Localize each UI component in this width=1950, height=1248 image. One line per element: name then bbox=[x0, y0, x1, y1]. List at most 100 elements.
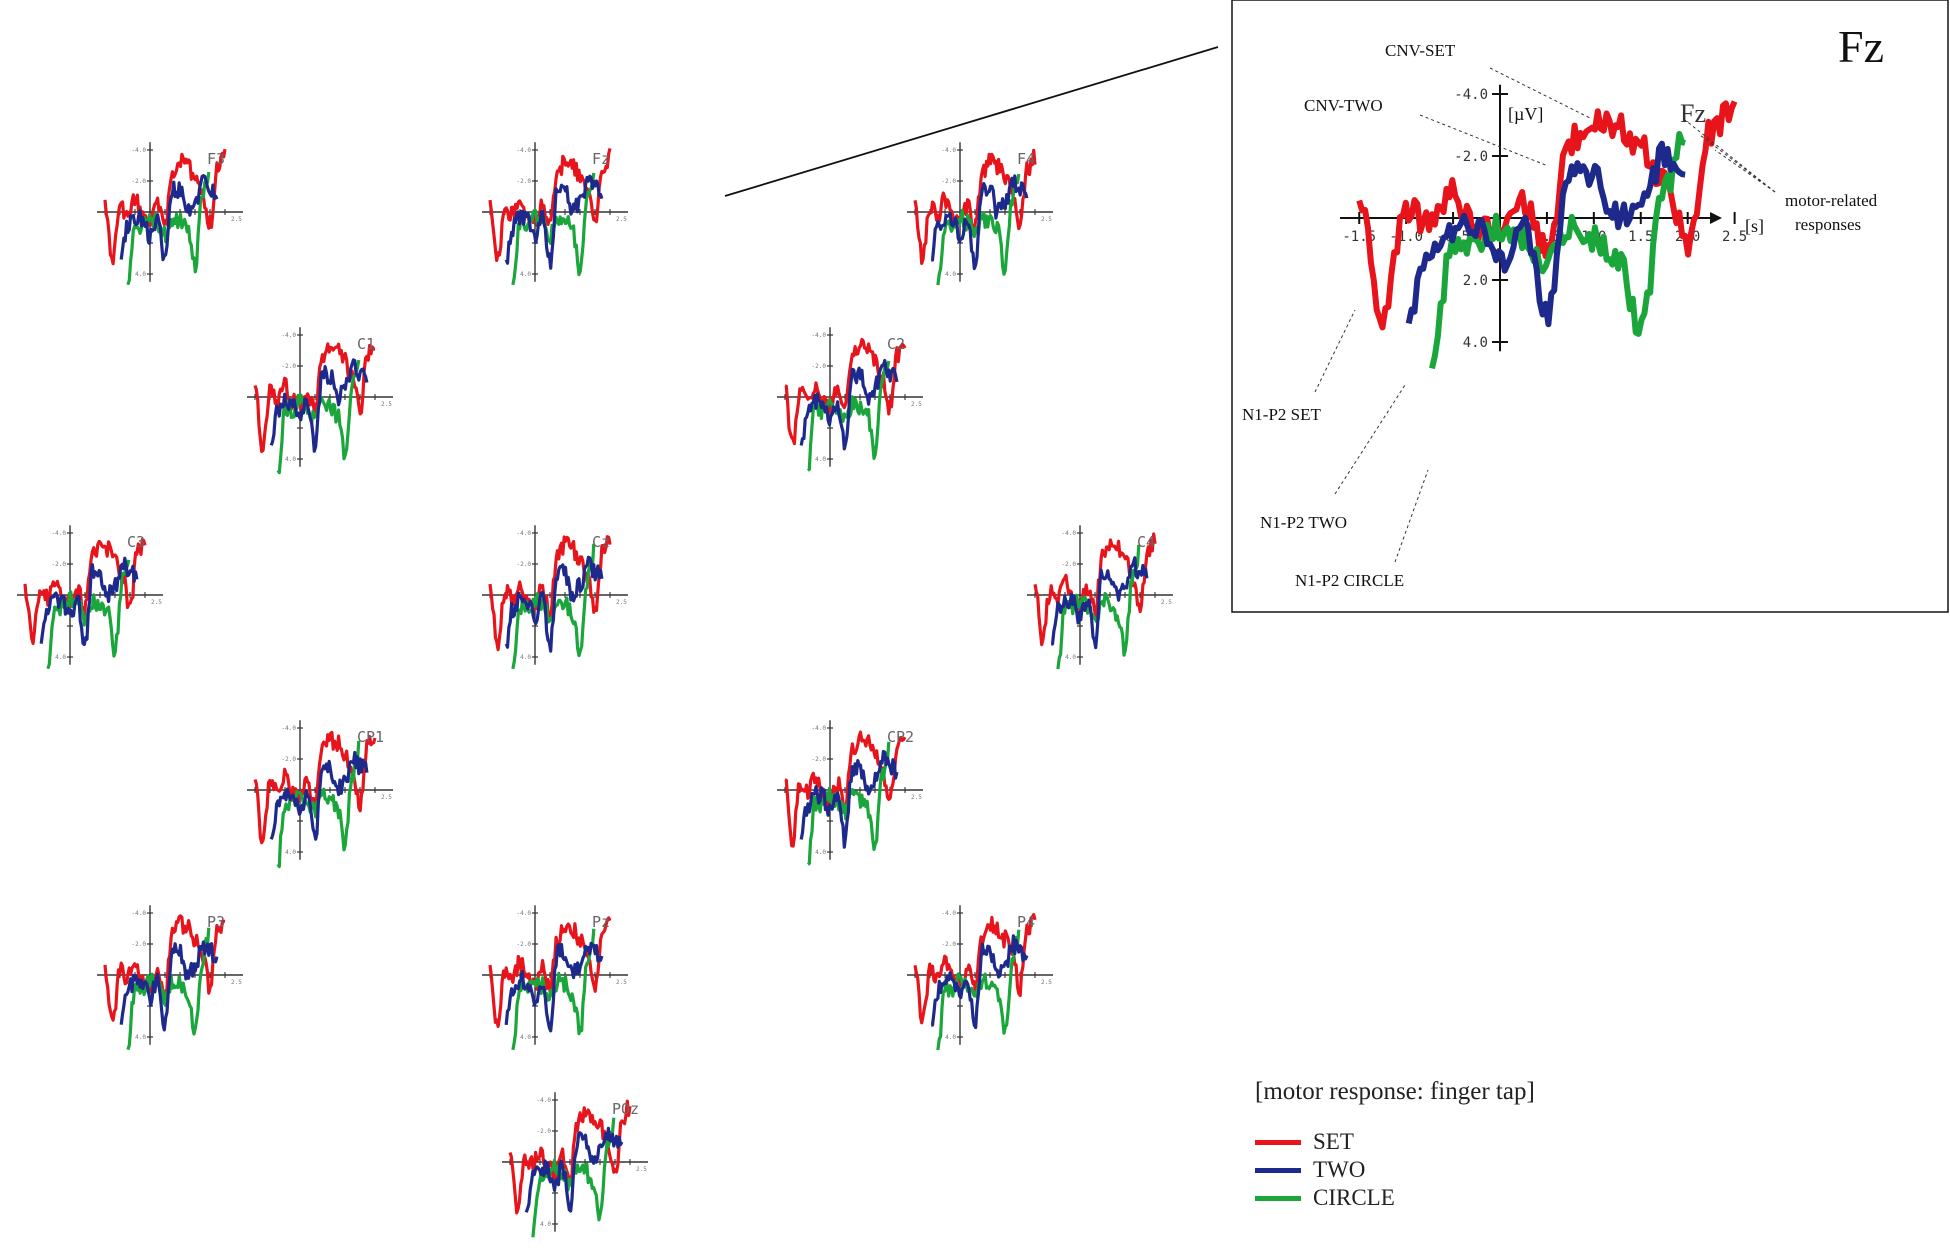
series-line-set bbox=[103, 148, 227, 266]
panel-cp1: -4.0 -2.0 4.0 2.5 CP1 bbox=[247, 720, 393, 869]
y-tick-label: -2.0 bbox=[537, 1128, 552, 1135]
series-line-two bbox=[39, 556, 139, 647]
panel-p4: -4.0 -2.0 4.0 2.5 P4 bbox=[907, 905, 1053, 1051]
x-tick-label: 2.5 bbox=[381, 794, 392, 801]
x-tick-label: 2.5 bbox=[1041, 979, 1052, 986]
legend-label-set: SET bbox=[1313, 1129, 1354, 1154]
y-tick-label: -2.0 bbox=[1062, 561, 1077, 568]
x-tick-label: 2.5 bbox=[381, 401, 392, 408]
inset-fz: Fz-4.0-2.02.04.0-1.5 -1.0 -0.5 0.5 1.0 1.5 2.0… bbox=[1231, 0, 1949, 613]
electrode-label: C4 bbox=[1137, 533, 1155, 551]
panel-poz: -4.0 -2.0 4.0 2.5 POz bbox=[502, 1092, 648, 1238]
panel-c4: -4.0 -2.0 4.0 2.5 C4 bbox=[1027, 525, 1173, 670]
x-tick-label: 2.5 bbox=[1161, 599, 1172, 606]
inset-y-tick-label: -2.0 bbox=[1454, 149, 1488, 165]
y-tick-label: 4.0 bbox=[520, 654, 531, 661]
y-tick-label: -4.0 bbox=[812, 725, 827, 732]
inset-y-tick-label: 4.0 bbox=[1463, 335, 1488, 351]
annotation-label: CNV-TWO bbox=[1304, 96, 1383, 115]
series-line-set bbox=[508, 1099, 632, 1215]
panel-pz: -4.0 -2.0 4.0 2.5 Pz bbox=[482, 905, 628, 1051]
inset-series-line-set bbox=[1356, 100, 1738, 331]
y-tick-label: 4.0 bbox=[1065, 654, 1076, 661]
x-tick-label: 2.5 bbox=[616, 979, 627, 986]
series-line-set bbox=[253, 342, 376, 454]
panel-f3: -4.0 -2.0 4.0 2.5 F3 bbox=[97, 142, 243, 286]
y-tick-label: -4.0 bbox=[537, 1097, 552, 1104]
annotation-leader bbox=[1489, 67, 1591, 119]
y-tick-label: 4.0 bbox=[815, 849, 826, 856]
y-tick-label: -4.0 bbox=[132, 147, 147, 154]
electrode-label: CP2 bbox=[887, 728, 914, 746]
electrode-label: POz bbox=[612, 1100, 639, 1118]
series-line-two bbox=[1050, 556, 1149, 650]
series-line-two bbox=[799, 749, 899, 849]
x-tick-label: 2.5 bbox=[231, 216, 242, 223]
x-tick-label: 2.5 bbox=[231, 979, 242, 986]
annotation-label: responses bbox=[1795, 215, 1861, 234]
y-tick-label: -4.0 bbox=[942, 910, 957, 917]
y-tick-label: 4.0 bbox=[540, 1221, 551, 1228]
x-tick-label: 2.5 bbox=[616, 599, 627, 606]
inset-x-tick-label: 2.5 bbox=[1722, 229, 1747, 245]
y-tick-label: -2.0 bbox=[942, 941, 957, 948]
annotation-leader bbox=[1419, 114, 1549, 167]
inset-y-unit: [µV] bbox=[1508, 104, 1543, 124]
legend-label-two: TWO bbox=[1313, 1157, 1366, 1182]
y-tick-label: 4.0 bbox=[520, 1034, 531, 1041]
y-tick-label: -2.0 bbox=[132, 178, 147, 185]
y-tick-label: -2.0 bbox=[52, 561, 67, 568]
y-tick-label: -2.0 bbox=[282, 363, 297, 370]
series-line-two bbox=[504, 174, 604, 270]
series-line-set bbox=[784, 337, 907, 446]
x-tick-label: 2.5 bbox=[1041, 216, 1052, 223]
series-line-two bbox=[119, 940, 219, 1032]
legend-swatch-set bbox=[1255, 1139, 1301, 1145]
panel-c3: -4.0 -2.0 4.0 2.5 C3 bbox=[17, 525, 163, 670]
series-line-two bbox=[930, 934, 1029, 1030]
panel-cp2: -4.0 -2.0 4.0 2.5 CP2 bbox=[777, 720, 923, 866]
zoom-connector bbox=[724, 46, 1219, 197]
series-line-set bbox=[1033, 532, 1157, 647]
x-tick-label: 2.5 bbox=[911, 401, 922, 408]
electrode-label: F4 bbox=[1017, 150, 1035, 168]
y-tick-label: 4.0 bbox=[945, 1034, 956, 1041]
series-line-two bbox=[504, 555, 604, 653]
y-tick-label: -4.0 bbox=[517, 530, 532, 537]
x-tick-label: 2.5 bbox=[636, 1166, 647, 1173]
panel-fz: -4.0 -2.0 4.0 2.5 Fz bbox=[482, 142, 628, 286]
y-tick-label: 4.0 bbox=[135, 1034, 146, 1041]
legend-swatch-two bbox=[1255, 1167, 1301, 1173]
inset-title: Fz bbox=[1838, 21, 1884, 72]
y-tick-label: -4.0 bbox=[282, 332, 297, 339]
y-tick-label: -4.0 bbox=[1062, 530, 1077, 537]
series-line-set bbox=[913, 148, 1037, 265]
y-tick-label: -4.0 bbox=[282, 725, 297, 732]
x-tick-label: 2.5 bbox=[151, 599, 162, 606]
inset-y-tick-label: -4.0 bbox=[1454, 87, 1488, 103]
electrode-label: P3 bbox=[207, 913, 225, 931]
annotation-leader bbox=[1714, 149, 1776, 193]
annotation-label: N1-P2 SET bbox=[1242, 405, 1321, 424]
electrode-label: F3 bbox=[207, 150, 225, 168]
electrode-label: C2 bbox=[887, 335, 905, 353]
y-tick-label: -2.0 bbox=[517, 561, 532, 568]
x-tick-label: 2.5 bbox=[911, 794, 922, 801]
legend-item-circle: CIRCLE bbox=[1255, 1184, 1535, 1212]
annotation-leader bbox=[1394, 469, 1429, 563]
inset-x-tick-label: 1.5 bbox=[1628, 229, 1653, 245]
series-line-two bbox=[524, 1126, 624, 1213]
legend: [motor response: finger tap] SET TWO CIR… bbox=[1255, 1078, 1535, 1212]
y-tick-label: -4.0 bbox=[517, 910, 532, 917]
panel-c2: -4.0 -2.0 4.0 2.5 C2 bbox=[777, 327, 923, 472]
inset-frame bbox=[1231, 0, 1949, 613]
y-tick-label: -4.0 bbox=[517, 147, 532, 154]
y-tick-label: -4.0 bbox=[52, 530, 67, 537]
y-tick-label: -4.0 bbox=[812, 332, 827, 339]
y-tick-label: -2.0 bbox=[812, 756, 827, 763]
inset-y-tick-label: 2.0 bbox=[1463, 273, 1488, 289]
legend-item-two: TWO bbox=[1255, 1156, 1535, 1184]
y-tick-label: 4.0 bbox=[520, 271, 531, 278]
series-line-set bbox=[488, 535, 612, 652]
